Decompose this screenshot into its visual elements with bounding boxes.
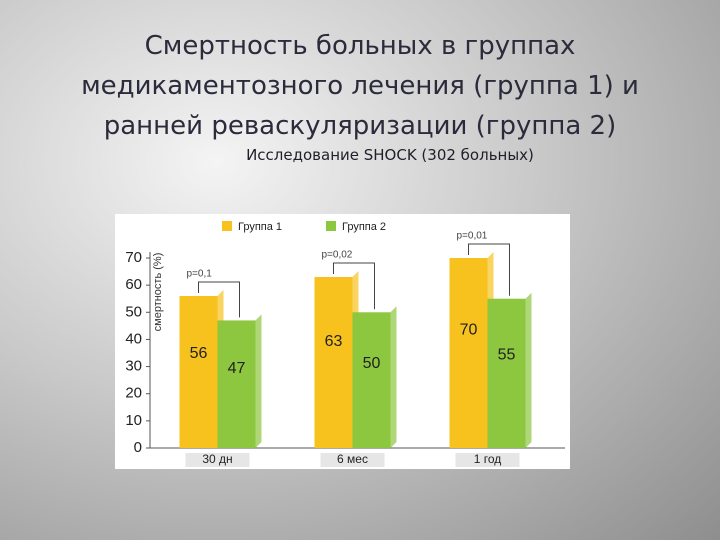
x-tick-label: 6 мес xyxy=(337,452,368,466)
bar xyxy=(449,258,488,448)
legend-label: Группа 2 xyxy=(342,221,386,233)
p-bracket xyxy=(468,243,510,296)
legend-swatch xyxy=(326,221,336,231)
x-tick-label: 1 год xyxy=(474,452,502,466)
bar xyxy=(352,312,391,448)
value-label: 50 xyxy=(363,355,381,372)
y-tick-label: 30 xyxy=(125,358,142,375)
value-label: 70 xyxy=(460,321,478,338)
bar xyxy=(487,298,526,448)
bar xyxy=(217,320,256,448)
value-label: 55 xyxy=(498,347,516,364)
y-tick-label: 0 xyxy=(134,439,142,456)
p-annotation: p=0,02 xyxy=(322,250,353,261)
category-box xyxy=(185,453,250,467)
y-tick-label: 50 xyxy=(125,303,142,320)
p-bracket xyxy=(333,262,375,310)
value-label: 56 xyxy=(190,345,208,362)
y-tick-label: 60 xyxy=(125,276,142,293)
y-axis-label: смертность (%) xyxy=(152,253,164,332)
p-annotation: p=0,1 xyxy=(187,269,213,280)
bar-side xyxy=(390,306,397,448)
p-bracket xyxy=(198,281,240,318)
bar xyxy=(314,277,353,448)
slide-title: Смертность больных в группах медикаменто… xyxy=(81,31,639,141)
bar xyxy=(179,296,218,448)
category-box xyxy=(320,453,385,467)
y-tick-label: 20 xyxy=(125,385,142,402)
p-annotation: p=0,01 xyxy=(457,231,488,242)
value-label: 63 xyxy=(325,333,343,350)
x-tick-label: 30 дн xyxy=(202,452,232,466)
legend-label: Группа 1 xyxy=(238,221,282,233)
y-tick-label: 10 xyxy=(125,412,142,429)
legend-swatch xyxy=(222,221,232,231)
bar-side xyxy=(525,292,532,448)
value-label: 47 xyxy=(228,360,246,377)
y-tick-label: 70 xyxy=(125,249,142,266)
slide-subtitle: Исследование SHOCK (302 больных) xyxy=(246,146,534,164)
category-box xyxy=(455,453,520,467)
y-tick-label: 40 xyxy=(125,330,142,347)
bar-side xyxy=(255,314,262,448)
